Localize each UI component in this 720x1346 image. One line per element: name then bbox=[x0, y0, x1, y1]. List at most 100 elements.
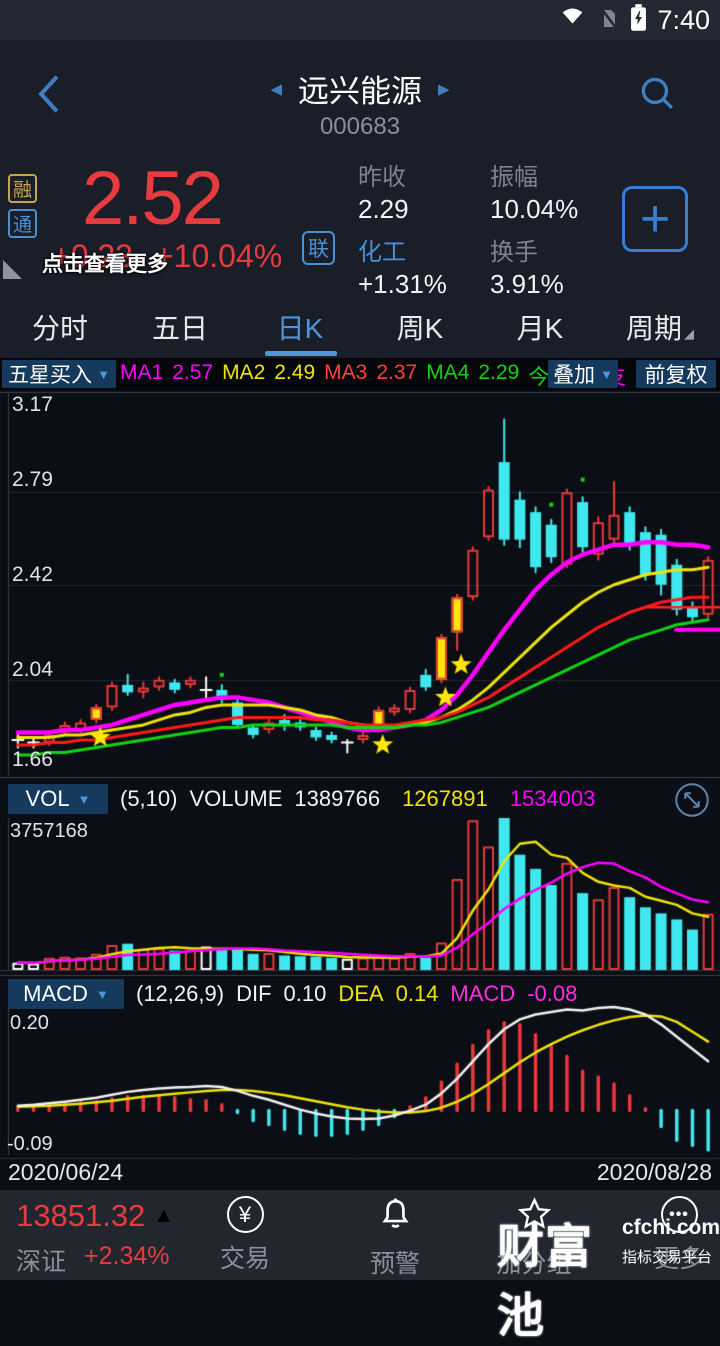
ma-values-row: MA1 2.57 MA2 2.49 MA3 2.37 MA4 2.29 今阻 bbox=[120, 361, 570, 391]
current-price: 2.52 bbox=[82, 156, 224, 241]
price-change-pct: +10.04% bbox=[154, 238, 283, 274]
credit-badge[interactable]: 通 bbox=[8, 209, 37, 238]
dropdown-caret-icon: ▼ bbox=[97, 366, 110, 382]
index-change-pct: +2.34% bbox=[84, 1242, 170, 1270]
tab-period-more[interactable]: 周期 ◢ bbox=[625, 312, 694, 344]
volume-max-label: 3757168 bbox=[10, 820, 88, 842]
turnover-label: 换手 bbox=[490, 239, 538, 266]
tab-5day[interactable]: 五日 bbox=[151, 312, 208, 344]
period-tabbar: 分时 五日 日K 周K 月K 周期 ◢ bbox=[0, 295, 720, 358]
nav-item-add-group[interactable]: 加分组 bbox=[479, 1196, 589, 1280]
volume-ma5-value: 1267891 bbox=[402, 786, 488, 811]
volume-indicator-button[interactable]: VOL ▼ bbox=[8, 784, 108, 814]
kline-y-label-1: 3.17 bbox=[12, 393, 53, 416]
ma4-label: MA4 bbox=[426, 361, 470, 384]
macd-hist-label: MACD bbox=[450, 981, 516, 1006]
ma2-value: 2.49 bbox=[274, 361, 316, 384]
ma4-value: 2.29 bbox=[478, 361, 520, 384]
macd-dif-value: 0.10 bbox=[283, 981, 327, 1006]
macd-dea-value: 0.14 bbox=[395, 981, 439, 1006]
nav-item-more[interactable]: ••• 更多 bbox=[624, 1196, 720, 1275]
yuan-trade-icon: ¥ bbox=[226, 1196, 264, 1233]
indicator-bar: 五星买入 ▼ MA1 2.57 MA2 2.49 MA3 2.37 MA4 2.2… bbox=[0, 358, 720, 390]
kline-y-label-4: 2.04 bbox=[12, 658, 53, 681]
nav-item-alert[interactable]: 预警 bbox=[340, 1196, 450, 1280]
sector-change-value: +1.31% bbox=[358, 269, 447, 299]
stock-code: 000683 bbox=[319, 113, 401, 140]
bottom-nav: 13851.32 ▲ 深证 +2.34% ¥ 交易 预警 加分组 ••• 更多 … bbox=[0, 1190, 720, 1342]
macd-params: (12,26,9) bbox=[136, 981, 225, 1006]
prev-stock-arrow[interactable]: ◀ bbox=[270, 80, 282, 98]
bell-icon bbox=[377, 1196, 414, 1238]
signal-indicator-button[interactable]: 五星买入 ▼ bbox=[2, 360, 116, 388]
price-change-row: +0.23 +10.04% bbox=[52, 238, 282, 275]
search-button[interactable] bbox=[638, 74, 678, 114]
volume-pane-header: VOL ▼ (5,10) VOLUME 1389766 1267891 15340… bbox=[0, 779, 720, 819]
see-more-tooltip[interactable]: 点击查看更多 bbox=[42, 253, 168, 276]
volume-ma10-value: 1534003 bbox=[509, 786, 596, 811]
quote-header-section: ◀ 远兴能源 ▶ 000683 融 通 2.52 +0.23 +10.04% 联… bbox=[0, 40, 720, 299]
period-caret-icon: ◢ bbox=[684, 325, 694, 341]
ma1-value: 2.57 bbox=[172, 361, 214, 384]
watermark-slogan: 指标交易平台 bbox=[621, 1249, 712, 1266]
dropdown-caret-icon: ▼ bbox=[77, 791, 91, 807]
next-stock-arrow[interactable]: ▶ bbox=[438, 80, 450, 98]
ma3-label: MA3 bbox=[324, 361, 368, 384]
macd-dea-label: DEA bbox=[338, 981, 384, 1006]
clock-time: 7:40 bbox=[657, 4, 710, 35]
sector-link[interactable]: 化工 bbox=[358, 239, 406, 266]
wifi-icon bbox=[559, 6, 586, 35]
macd-indicator-button[interactable]: MACD ▼ bbox=[8, 979, 124, 1009]
linked-badge[interactable]: 联 bbox=[302, 231, 335, 265]
prev-close-label: 昨收 bbox=[358, 164, 406, 191]
dropdown-caret-icon: ▼ bbox=[95, 986, 109, 1002]
watermark-site: cfchi.com bbox=[621, 1216, 720, 1239]
cfchi-watermark: 财富池 cfchi.com 指标交易平台 bbox=[497, 1208, 720, 1346]
macd-hist-value: -0.08 bbox=[527, 981, 578, 1006]
stats-col-2: 振幅 10.04% 换手 3.91% bbox=[490, 162, 620, 312]
ma2-label: MA2 bbox=[222, 361, 266, 384]
watermark-brand: 财富池 bbox=[497, 1220, 593, 1342]
status-bar: 7:40 bbox=[0, 0, 720, 40]
kline-chart-canvas[interactable] bbox=[0, 390, 720, 1190]
back-button[interactable] bbox=[32, 72, 66, 116]
ma1-label: MA1 bbox=[120, 361, 164, 384]
kline-y-label-3: 2.42 bbox=[12, 563, 53, 586]
index-name: 深证 bbox=[16, 1248, 67, 1276]
volume-series-label: VOLUME bbox=[189, 786, 283, 811]
index-value: 13851.32 bbox=[16, 1198, 146, 1233]
overlay-button[interactable]: 叠加 ▼ bbox=[548, 360, 618, 388]
amplitude-value: 10.04% bbox=[490, 194, 579, 224]
adjust-mode-button[interactable]: 前复权 bbox=[636, 360, 716, 388]
date-axis-row: 2020/06/24 2020/08/28 bbox=[0, 1159, 720, 1186]
stock-name: 远兴能源 bbox=[298, 74, 422, 109]
stats-col-1: 昨收 2.29 化工 +1.31% bbox=[358, 162, 488, 312]
price-change: +0.23 bbox=[52, 238, 133, 274]
end-date: 2020/08/28 bbox=[596, 1159, 712, 1185]
battery-charging-icon bbox=[630, 3, 647, 37]
stock-title-block: ◀ 远兴能源 ▶ 000683 bbox=[160, 66, 560, 141]
volume-current-value: 1389766 bbox=[294, 786, 381, 811]
volume-params: (5,10) bbox=[120, 786, 178, 811]
margin-badge[interactable]: 融 bbox=[8, 174, 37, 203]
index-summary[interactable]: 13851.32 ▲ 深证 +2.34% bbox=[16, 1198, 174, 1278]
kline-y-label-2: 2.79 bbox=[12, 468, 53, 491]
nav-item-trade[interactable]: ¥ 交易 bbox=[190, 1196, 300, 1275]
more-dots-icon: ••• bbox=[660, 1196, 698, 1233]
turnover-value: 3.91% bbox=[490, 269, 564, 299]
macd-top-label: 0.20 bbox=[10, 1012, 49, 1034]
start-date: 2020/06/24 bbox=[8, 1159, 124, 1185]
kline-y-label-5: 1.66 bbox=[12, 748, 53, 771]
amplitude-label: 振幅 bbox=[490, 164, 538, 191]
add-to-watchlist-button[interactable]: + bbox=[622, 186, 688, 252]
tab-minute[interactable]: 分时 bbox=[31, 312, 88, 344]
dropdown-caret-icon: ▼ bbox=[600, 366, 613, 382]
tab-monthly-k[interactable]: 月K bbox=[516, 312, 564, 344]
macd-pane-header: MACD ▼ (12,26,9) DIF 0.10 DEA 0.14 MACD -… bbox=[0, 974, 720, 1014]
expand-chart-button[interactable] bbox=[674, 782, 710, 818]
prev-close-value: 2.29 bbox=[358, 194, 409, 224]
macd-dif-label: DIF bbox=[236, 981, 272, 1006]
tab-weekly-k[interactable]: 周K bbox=[396, 312, 444, 344]
tab-daily-k[interactable]: 日K bbox=[276, 312, 324, 344]
index-up-arrow-icon: ▲ bbox=[153, 1204, 175, 1227]
